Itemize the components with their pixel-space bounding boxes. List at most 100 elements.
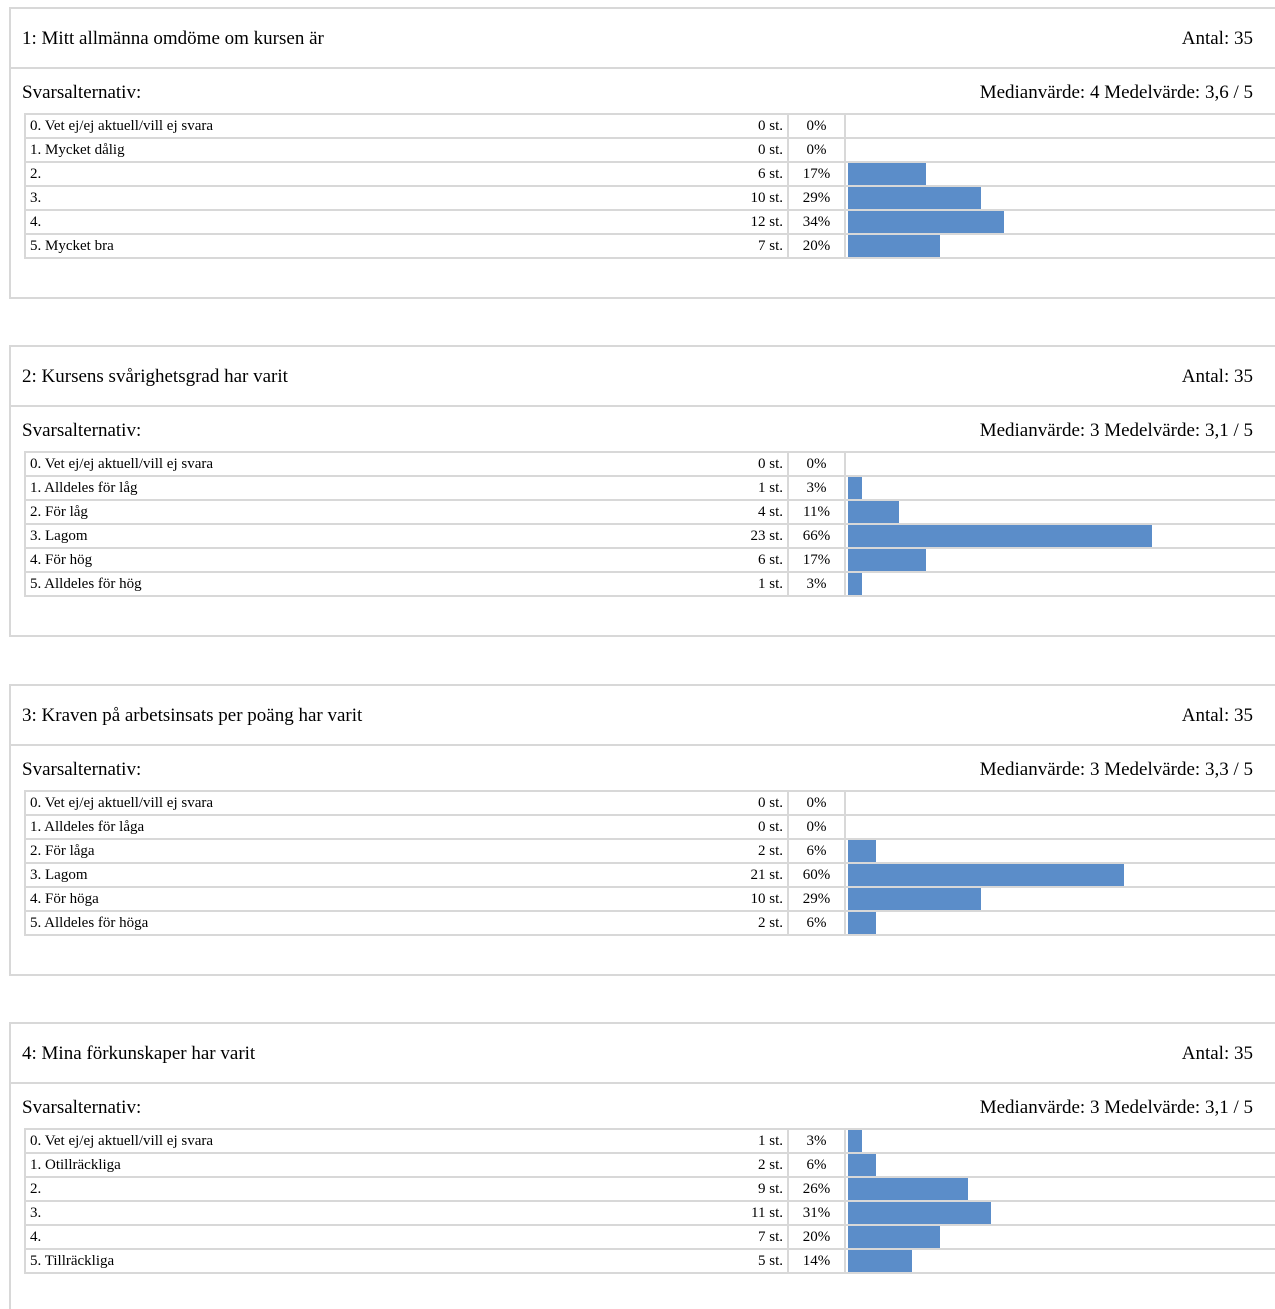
median-mean-stats: Medianvärde: 3 Medelvärde: 3,3 / 5 — [979, 759, 1253, 780]
response-count: Antal: 35 — [1181, 366, 1253, 387]
bar-cell — [845, 476, 1275, 501]
table-row: 4. 7 st. 20% — [24, 1225, 1275, 1250]
table-row: 0. Vet ej/ej aktuell/vill ej svara 0 st. 0… — [24, 790, 1275, 816]
option-count: 10 st. — [734, 887, 789, 912]
bar-cell — [845, 911, 1275, 936]
percent-bar — [848, 1226, 940, 1247]
bar-cell — [845, 548, 1275, 573]
answer-options-header: Svarsalternativ: Medianvärde: 4 Medelvärd… — [11, 69, 1275, 111]
option-percent: 0% — [788, 113, 846, 139]
table-row: 5. Alldeles för hög 1 st. 3% — [24, 572, 1275, 597]
option-label: 3. — [24, 1201, 734, 1226]
option-percent: 3% — [788, 572, 846, 597]
option-label: 5. Alldeles för höga — [24, 911, 734, 936]
option-count: 5 st. — [734, 1249, 789, 1274]
option-percent: 0% — [788, 815, 846, 840]
option-count: 0 st. — [734, 138, 789, 163]
table-row: 4. För hög 6 st. 17% — [24, 548, 1275, 573]
question-title: 4: Mina förkunskaper har varit — [22, 1043, 256, 1064]
option-label: 3. Lagom — [24, 863, 734, 888]
option-label: 2. — [24, 162, 734, 187]
bar-cell — [845, 1201, 1275, 1226]
table-row: 1. Otillräckliga 2 st. 6% — [24, 1153, 1275, 1178]
option-percent: 14% — [788, 1249, 846, 1274]
option-count: 21 st. — [734, 863, 789, 888]
percent-bar — [848, 235, 940, 256]
option-label: 5. Tillräckliga — [24, 1249, 734, 1274]
option-count: 12 st. — [734, 210, 789, 235]
bar-cell — [845, 1225, 1275, 1250]
option-percent: 6% — [788, 1153, 846, 1178]
option-label: 0. Vet ej/ej aktuell/vill ej svara — [24, 790, 734, 816]
option-label: 4. — [24, 210, 734, 235]
option-label: 5. Mycket bra — [24, 234, 734, 259]
table-row: 2. 6 st. 17% — [24, 162, 1275, 187]
option-label: 1. Alldeles för låga — [24, 815, 734, 840]
percent-bar — [848, 1178, 968, 1199]
median-mean-stats: Medianvärde: 4 Medelvärde: 3,6 / 5 — [979, 82, 1253, 103]
bar-cell — [845, 524, 1275, 549]
option-label: 2. För låga — [24, 839, 734, 864]
question-header: 2: Kursens svårighetsgrad har varit Antal… — [11, 347, 1275, 407]
percent-bar — [848, 888, 982, 909]
option-count: 23 st. — [734, 524, 789, 549]
option-label: 5. Alldeles för hög — [24, 572, 734, 597]
bar-cell — [845, 210, 1275, 235]
option-percent: 29% — [788, 186, 846, 211]
response-count: Antal: 35 — [1181, 705, 1253, 726]
option-percent: 0% — [788, 451, 846, 477]
answer-options-header: Svarsalternativ: Medianvärde: 3 Medelvärd… — [11, 746, 1275, 788]
percent-bar — [848, 1202, 991, 1223]
option-percent: 26% — [788, 1177, 846, 1202]
percent-bar — [848, 1131, 862, 1151]
option-count: 0 st. — [734, 790, 789, 816]
option-count: 1 st. — [734, 1128, 789, 1154]
table-row: 5. Alldeles för höga 2 st. 6% — [24, 911, 1275, 936]
table-row: 0. Vet ej/ej aktuell/vill ej svara 0 st. 0… — [24, 113, 1275, 139]
median-mean-stats: Medianvärde: 3 Medelvärde: 3,1 / 5 — [979, 420, 1253, 441]
option-percent: 20% — [788, 1225, 846, 1250]
answer-options-label: Svarsalternativ: — [22, 82, 142, 103]
option-label: 4. För höga — [24, 887, 734, 912]
question-header: 3: Kraven på arbetsinsats per poäng har … — [11, 686, 1275, 746]
question-header: 4: Mina förkunskaper har varit Antal: 35 — [11, 1024, 1275, 1084]
table-row: 1. Alldeles för låg 1 st. 3% — [24, 476, 1275, 501]
answer-options-label: Svarsalternativ: — [22, 759, 142, 780]
option-label: 2. För låg — [24, 500, 734, 525]
answer-options-label: Svarsalternativ: — [22, 420, 142, 441]
bar-cell — [845, 113, 1275, 139]
percent-bar — [848, 477, 862, 498]
bar-cell — [845, 138, 1275, 163]
question-block: 1: Mitt allmänna omdöme om kursen är Anta… — [9, 7, 1275, 299]
question-title: 2: Kursens svårighetsgrad har varit — [22, 366, 288, 387]
percent-bar — [848, 840, 876, 861]
results-table: 0. Vet ej/ej aktuell/vill ej svara 0 st. 0… — [24, 113, 1275, 259]
option-count: 2 st. — [734, 911, 789, 936]
option-percent: 29% — [788, 887, 846, 912]
bar-cell — [845, 572, 1275, 597]
results-table: 0. Vet ej/ej aktuell/vill ej svara 0 st. 0… — [24, 790, 1275, 936]
results-table: 0. Vet ej/ej aktuell/vill ej svara 1 st. 3… — [24, 1128, 1275, 1274]
percent-bar — [848, 1250, 913, 1271]
answer-options-header: Svarsalternativ: Medianvärde: 3 Medelvärd… — [11, 1084, 1275, 1126]
option-percent: 6% — [788, 839, 846, 864]
percent-bar — [848, 211, 1005, 232]
table-row: 3. 11 st. 31% — [24, 1201, 1275, 1226]
option-label: 2. — [24, 1177, 734, 1202]
option-label: 0. Vet ej/ej aktuell/vill ej svara — [24, 1128, 734, 1154]
percent-bar — [848, 525, 1152, 546]
option-label: 3. Lagom — [24, 524, 734, 549]
table-row: 4. För höga 10 st. 29% — [24, 887, 1275, 912]
bar-cell — [845, 863, 1275, 888]
option-count: 7 st. — [734, 1225, 789, 1250]
percent-bar — [848, 573, 862, 594]
percent-bar — [848, 187, 982, 208]
option-label: 4. — [24, 1225, 734, 1250]
question-block: 4: Mina förkunskaper har varit Antal: 35 S… — [9, 1022, 1275, 1309]
option-percent: 20% — [788, 234, 846, 259]
option-percent: 0% — [788, 790, 846, 816]
table-row: 0. Vet ej/ej aktuell/vill ej svara 0 st. 0… — [24, 451, 1275, 477]
table-row: 3. Lagom 21 st. 60% — [24, 863, 1275, 888]
table-row: 2. 9 st. 26% — [24, 1177, 1275, 1202]
question-header: 1: Mitt allmänna omdöme om kursen är Anta… — [11, 9, 1275, 69]
